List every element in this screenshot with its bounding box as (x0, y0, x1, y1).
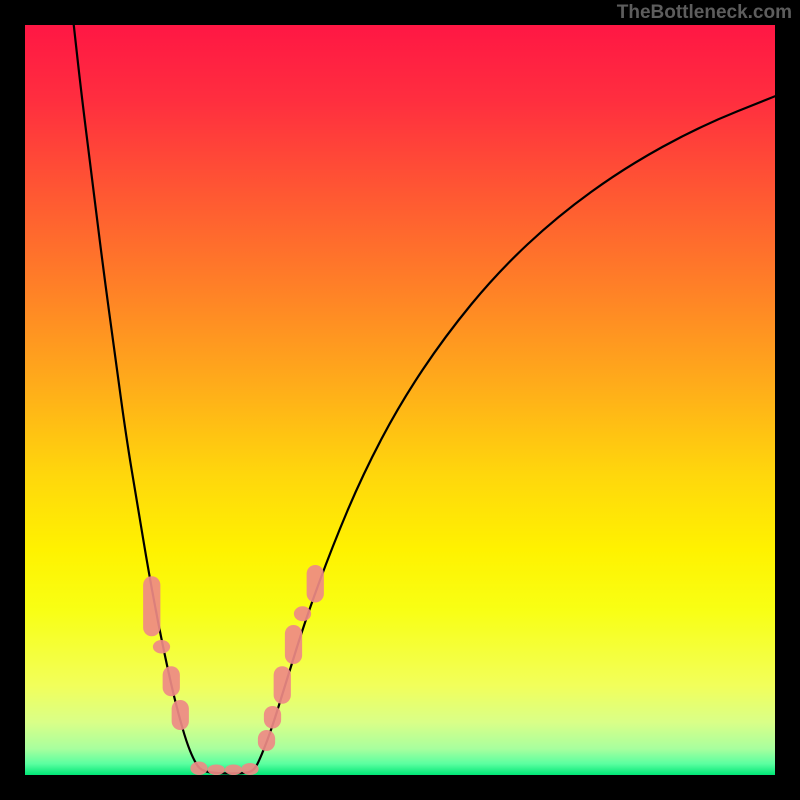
data-marker (163, 666, 180, 696)
chart-container: TheBottleneck.com (0, 0, 800, 800)
data-marker (153, 640, 170, 654)
data-marker (307, 565, 324, 603)
data-marker (225, 765, 242, 776)
gradient-background (25, 25, 775, 775)
data-marker (274, 666, 291, 704)
data-marker (190, 762, 207, 776)
plot-area (25, 25, 775, 775)
data-marker (208, 765, 225, 776)
data-marker (294, 606, 311, 621)
data-marker (241, 763, 258, 775)
data-marker (264, 706, 281, 729)
data-marker (258, 730, 275, 751)
watermark-label: TheBottleneck.com (617, 2, 792, 24)
data-marker (172, 700, 189, 730)
plot-svg (25, 25, 775, 775)
data-marker (143, 576, 160, 636)
data-marker (285, 625, 302, 664)
